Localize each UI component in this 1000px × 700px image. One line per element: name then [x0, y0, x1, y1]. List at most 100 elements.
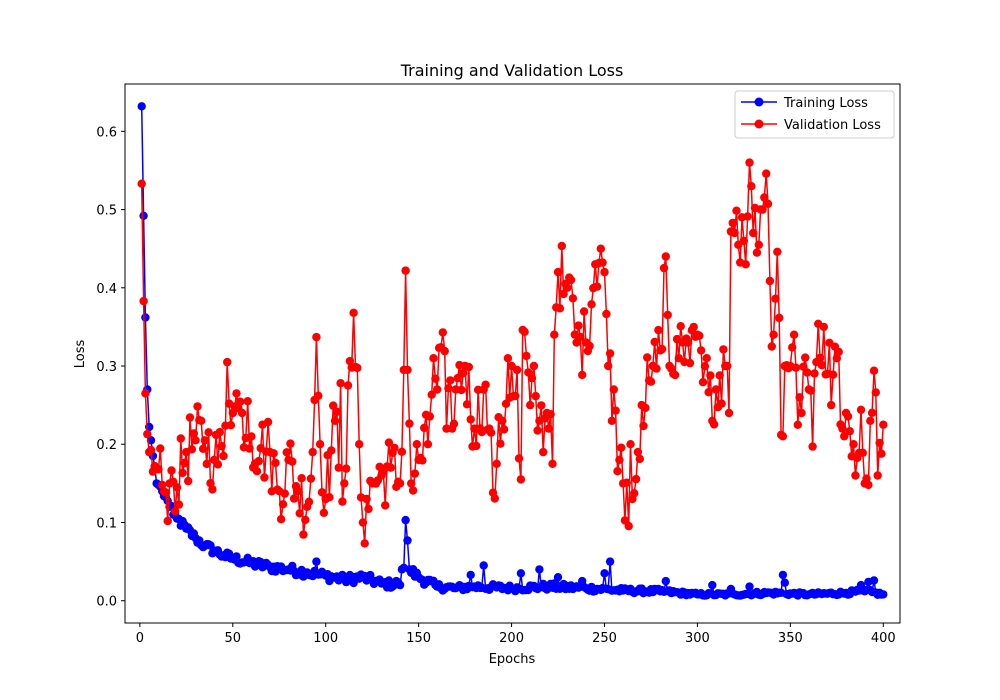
data-point [466, 570, 475, 580]
data-point [769, 330, 778, 339]
data-point [698, 378, 708, 387]
data-point [676, 322, 685, 331]
data-point [511, 391, 520, 401]
data-point [715, 371, 724, 380]
data-point [858, 448, 867, 457]
data-point [728, 218, 737, 228]
data-point [559, 289, 568, 299]
data-point [289, 494, 299, 503]
data-point [271, 458, 280, 468]
data-point [650, 337, 659, 347]
data-point [137, 102, 146, 111]
data-point [604, 361, 613, 371]
data-point [171, 507, 180, 516]
data-point [775, 313, 784, 323]
data-point [526, 400, 535, 410]
data-point [546, 410, 555, 419]
y-tick-label: 0.0 [96, 595, 117, 610]
data-point [403, 536, 412, 545]
data-point [236, 397, 245, 406]
data-point [654, 325, 663, 335]
data-point [630, 489, 639, 498]
data-point [832, 354, 841, 363]
data-point [334, 463, 343, 472]
y-axis-label: Loss [73, 340, 88, 369]
data-point [867, 408, 877, 417]
data-point [282, 448, 291, 457]
data-point [288, 457, 297, 466]
data-point [576, 332, 585, 342]
data-point [449, 419, 459, 428]
data-point [641, 403, 650, 413]
data-point [585, 341, 594, 351]
data-point [773, 247, 782, 256]
legend-label-validation: Validation Loss [784, 118, 881, 133]
data-point [462, 400, 472, 409]
data-point [869, 366, 879, 375]
data-point [245, 444, 254, 453]
data-point [778, 570, 788, 580]
x-tick-label: 300 [685, 631, 710, 646]
data-point [237, 408, 247, 418]
data-point [308, 447, 317, 457]
data-point [605, 557, 615, 566]
data-point [405, 419, 414, 428]
data-point [762, 169, 771, 178]
data-point [293, 487, 302, 496]
data-point [329, 401, 338, 410]
data-point [499, 425, 509, 434]
data-point [840, 432, 849, 441]
data-point [600, 267, 609, 277]
data-point [752, 248, 762, 257]
data-point [633, 447, 643, 457]
data-point [771, 294, 780, 303]
data-point [661, 252, 670, 261]
y-tick-label: 0.1 [96, 516, 117, 531]
data-point [301, 515, 310, 525]
data-point [355, 440, 364, 449]
data-point [141, 313, 150, 322]
x-tick-label: 350 [778, 631, 803, 646]
data-point [418, 456, 427, 465]
data-point [609, 385, 618, 394]
data-point [626, 440, 635, 449]
data-point [851, 471, 860, 480]
data-point [568, 294, 578, 303]
data-point [172, 483, 182, 492]
data-point [802, 368, 812, 377]
x-tick-label: 0 [136, 631, 144, 646]
data-point [314, 391, 323, 400]
data-point [828, 370, 838, 379]
data-point [578, 370, 587, 380]
data-point [763, 199, 773, 208]
data-point [537, 401, 546, 410]
data-point [431, 374, 440, 383]
data-point [754, 240, 763, 249]
legend-marker-training [754, 97, 764, 107]
data-point [810, 369, 819, 378]
y-tick-label: 0.4 [96, 282, 117, 297]
data-point [566, 275, 576, 285]
data-point [280, 489, 289, 498]
data-point [362, 494, 371, 504]
data-point [200, 436, 210, 445]
data-point [529, 361, 539, 371]
data-point [587, 300, 596, 309]
data-point [717, 399, 726, 408]
data-point [743, 212, 752, 221]
data-point [187, 445, 197, 454]
data-point [639, 421, 648, 431]
data-point [141, 389, 150, 398]
data-point [184, 476, 193, 486]
data-point [433, 385, 442, 394]
data-point [724, 408, 734, 418]
data-point [260, 473, 269, 482]
data-point [615, 455, 624, 465]
x-tick-label: 100 [313, 631, 338, 646]
data-point [464, 362, 473, 372]
data-point [611, 406, 620, 415]
data-point [278, 500, 288, 509]
data-point [834, 347, 843, 357]
data-point [299, 530, 308, 539]
